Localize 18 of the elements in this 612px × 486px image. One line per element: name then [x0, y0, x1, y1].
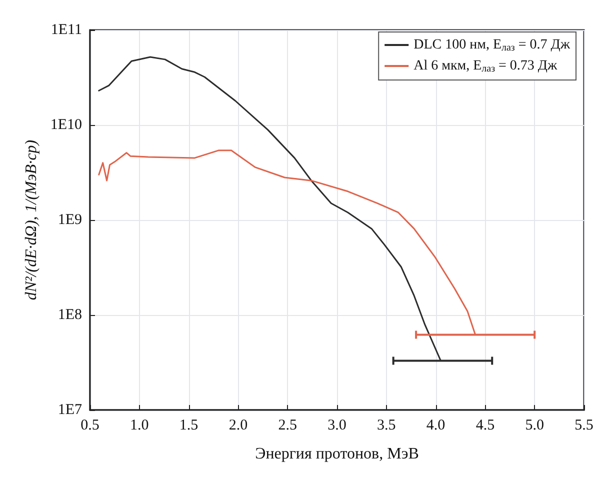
x-tick-label: 5.0: [525, 418, 544, 434]
x-tick-label: 2.5: [278, 418, 297, 434]
x-tick-label: 1.5: [179, 418, 198, 434]
x-tick-label: 4.5: [476, 418, 495, 434]
x-tick-label: 2.0: [228, 418, 248, 434]
x-axis-title: Энергия протонов, МэВ: [255, 446, 419, 462]
x-tick-label: 5.5: [574, 418, 594, 434]
x-tick-label: 3.5: [377, 418, 396, 434]
x-tick-label: 0.5: [80, 418, 100, 434]
y-tick-label: 1E9: [58, 212, 82, 228]
x-tick-label: 3.0: [328, 418, 346, 434]
y-tick-label: 1E7: [58, 402, 82, 418]
y-tick-label: 1E8: [58, 307, 82, 323]
y-tick-label: 1E10: [50, 117, 82, 133]
y-tick-label: 1E11: [50, 22, 82, 38]
x-tick-label: 1.0: [130, 418, 149, 434]
x-tick-label: 4.0: [426, 418, 446, 434]
y-axis-title: dN²/(dE·dΩ), 1/(МэВ·ср): [22, 140, 40, 300]
